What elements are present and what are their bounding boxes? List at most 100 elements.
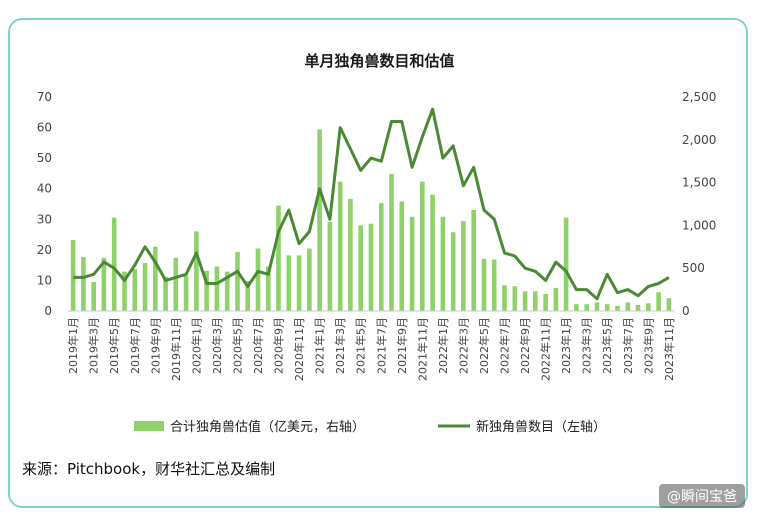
bar xyxy=(317,129,322,311)
bar xyxy=(132,269,138,311)
bar xyxy=(522,291,528,311)
bar xyxy=(153,246,158,311)
x-tick-label: 2019年5月 xyxy=(107,317,121,374)
bar xyxy=(173,257,179,311)
x-tick-label: 2020年7月 xyxy=(251,317,265,374)
bar xyxy=(235,251,240,311)
bar xyxy=(553,287,559,311)
bar xyxy=(430,194,435,311)
x-tick-label: 2021年11月 xyxy=(415,317,429,381)
bar xyxy=(266,266,271,311)
left-tick-label: 10 xyxy=(37,273,52,287)
x-tick-label: 2022年1月 xyxy=(436,317,450,374)
x-tick-label: 2022年5月 xyxy=(477,317,491,374)
bar xyxy=(666,298,672,311)
bar xyxy=(491,259,497,311)
x-tick-label: 2019年3月 xyxy=(87,317,101,374)
bar xyxy=(440,216,446,311)
bar xyxy=(533,291,538,311)
x-tick-label: 2023年11月 xyxy=(662,317,676,381)
left-tick-label: 20 xyxy=(37,243,52,257)
chart-title: 单月独角兽数目和估值 xyxy=(304,52,455,70)
left-tick-label: 0 xyxy=(44,304,52,318)
bar xyxy=(399,201,405,311)
bar xyxy=(563,217,569,311)
bar xyxy=(461,221,466,311)
bar xyxy=(327,222,333,311)
bar xyxy=(450,232,456,311)
x-tick-label: 2020年5月 xyxy=(231,317,245,374)
bar xyxy=(635,305,641,311)
bar xyxy=(543,293,548,311)
bar xyxy=(409,216,415,311)
bar xyxy=(471,210,476,311)
bar xyxy=(625,302,631,311)
x-tick-label: 2019年11月 xyxy=(169,317,183,381)
x-tick-label: 2022年3月 xyxy=(456,317,470,374)
left-tick-label: 50 xyxy=(37,151,52,165)
right-tick-label: 1,000 xyxy=(682,218,716,232)
bar xyxy=(307,248,312,311)
bar xyxy=(214,266,220,311)
bar xyxy=(111,217,117,311)
bar xyxy=(502,285,507,311)
x-tick-label: 2020年9月 xyxy=(272,317,286,374)
left-tick-label: 70 xyxy=(37,90,52,104)
left-tick-label: 40 xyxy=(37,182,52,196)
left-tick-label: 60 xyxy=(37,121,52,135)
bar xyxy=(296,255,302,311)
bar xyxy=(70,240,76,311)
legend: 合计独角兽估值（亿美元，右轴） 新独角兽数目（左轴） xyxy=(134,419,606,435)
bar xyxy=(584,304,589,311)
x-tick-label: 2022年11月 xyxy=(539,317,553,381)
bar xyxy=(91,281,96,311)
bar xyxy=(183,275,189,311)
bar xyxy=(389,174,394,311)
x-tick-label: 2021年3月 xyxy=(333,317,347,374)
bar xyxy=(604,304,610,311)
bar xyxy=(420,181,425,311)
right-tick-label: 2,000 xyxy=(682,133,716,147)
bar xyxy=(163,276,168,311)
bar xyxy=(224,271,230,311)
axes-group: 0 10 20 30 40 50 60 70 0 500 1,000 1,500 2,000 2,500 2… xyxy=(37,90,717,381)
left-tick-label: 30 xyxy=(37,212,52,226)
right-tick-label: 0 xyxy=(682,304,690,318)
x-tick-label: 2023年5月 xyxy=(600,317,614,374)
x-tick-label: 2021年1月 xyxy=(313,317,327,374)
x-tick-label: 2021年7月 xyxy=(374,317,388,374)
bar xyxy=(348,198,353,311)
x-tick-label: 2023年3月 xyxy=(580,317,594,374)
x-tick-label: 2023年9月 xyxy=(641,317,655,374)
right-tick-label: 500 xyxy=(682,261,705,275)
watermark: @瞬间宝爸 xyxy=(659,484,745,508)
x-tick-label: 2021年9月 xyxy=(395,317,409,374)
x-tick-label: 2019年7月 xyxy=(128,317,142,374)
bar xyxy=(204,270,209,311)
bars-group xyxy=(70,129,672,311)
x-tick-label: 2022年7月 xyxy=(498,317,512,374)
legend-swatch-bar xyxy=(134,421,164,431)
x-tick-label: 2019年1月 xyxy=(66,317,80,374)
source-note: 来源：Pitchbook，财华社汇总及编制 xyxy=(22,460,276,478)
chart-frame xyxy=(8,18,748,508)
bar xyxy=(574,304,579,311)
x-tick-label: 2023年1月 xyxy=(559,317,573,374)
bar xyxy=(276,205,281,311)
bar xyxy=(379,203,384,311)
line-group xyxy=(73,107,670,301)
bar xyxy=(656,292,661,311)
bar xyxy=(337,181,343,311)
bar xyxy=(368,223,374,311)
bar xyxy=(122,271,127,311)
bar xyxy=(358,225,363,311)
bar xyxy=(594,302,600,311)
legend-label-bar: 合计独角兽估值（亿美元，右轴） xyxy=(170,419,365,435)
bar xyxy=(101,257,107,311)
x-tick-label: 2020年1月 xyxy=(189,317,203,374)
right-tick-label: 2,500 xyxy=(682,90,716,104)
x-tick-label: 2022年9月 xyxy=(518,317,532,374)
x-tick-label: 2020年11月 xyxy=(292,317,306,381)
bar xyxy=(512,286,518,311)
